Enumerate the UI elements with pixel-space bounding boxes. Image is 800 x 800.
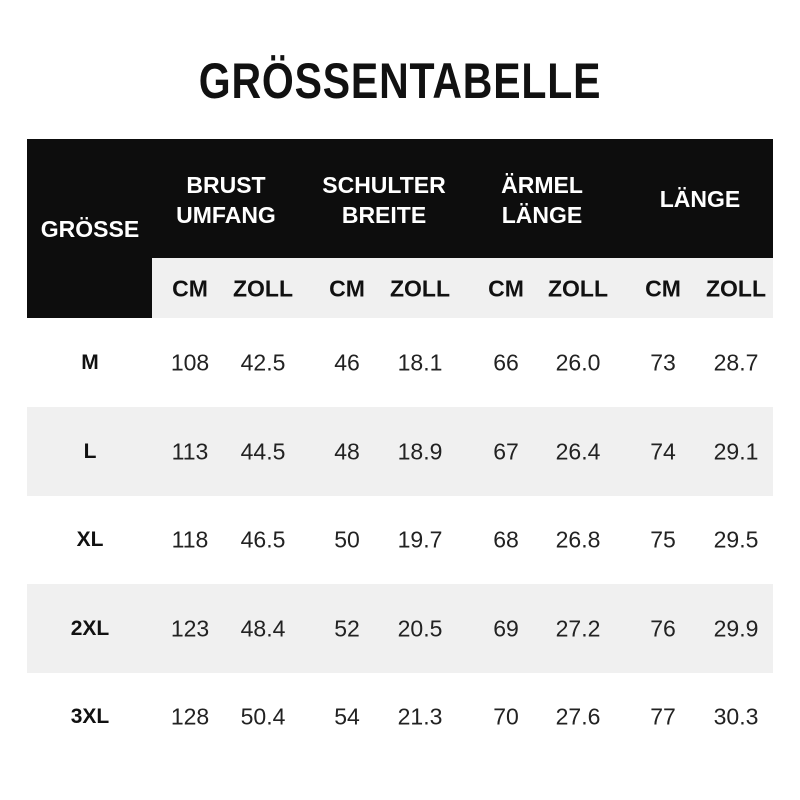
- table-cell: 27.6: [555, 703, 601, 730]
- table-cell: 19.7: [397, 526, 443, 553]
- unit-header: ZOLL: [389, 275, 451, 302]
- table-cell: 20.5: [397, 615, 443, 641]
- table-cell: 67: [493, 438, 519, 464]
- table-cell: 42.5: [240, 349, 286, 376]
- table-cell: 26.0: [555, 349, 601, 376]
- table-cell: 75: [650, 526, 676, 553]
- column-group-header: BRUST: [186, 172, 266, 198]
- unit-header: CM: [329, 275, 365, 302]
- table-cell: 69: [493, 615, 519, 641]
- unit-header: CM: [488, 275, 524, 302]
- table-row: [27, 583, 773, 673]
- table-cell: 46.5: [240, 526, 286, 553]
- unit-header: ZOLL: [232, 275, 294, 302]
- column-group-header: SCHULTER: [322, 172, 446, 198]
- table-cell: 73: [650, 349, 676, 376]
- table-cell: 66: [493, 349, 519, 376]
- table-cell: 29.1: [713, 438, 759, 464]
- size-label: M: [81, 351, 99, 374]
- size-column-header: GRÖSSE: [40, 216, 140, 242]
- table-cell: 30.3: [713, 703, 759, 730]
- column-group-header: ÄRMEL: [501, 172, 583, 198]
- table-cell: 27.2: [555, 615, 601, 641]
- unit-header: CM: [172, 275, 208, 302]
- unit-header: CM: [645, 275, 681, 302]
- table-cell: 52: [334, 615, 360, 641]
- table-cell: 29.9: [713, 615, 759, 641]
- unit-header-row: [152, 258, 773, 318]
- table-cell: 48.4: [240, 615, 286, 641]
- table-row: [27, 406, 773, 496]
- table-cell: 28.7: [713, 349, 759, 376]
- table-cell: 108: [170, 349, 210, 376]
- table-cell: 21.3: [397, 703, 443, 730]
- page-title: GRÖSSENTABELLE: [198, 53, 602, 109]
- table-cell: 48: [334, 438, 360, 464]
- table-cell: 128: [170, 703, 210, 730]
- size-label: XL: [76, 528, 104, 551]
- size-label: 2XL: [70, 616, 110, 640]
- table-cell: 74: [650, 438, 676, 464]
- unit-header: ZOLL: [547, 275, 609, 302]
- table-cell: 76: [650, 615, 676, 641]
- column-group-header: LÄNGE: [659, 186, 741, 212]
- table-cell: 54: [334, 703, 360, 730]
- table-cell: 26.4: [555, 438, 601, 464]
- size-label: L: [83, 439, 97, 463]
- column-group-header: UMFANG: [176, 202, 276, 228]
- column-group-header: LÄNGE: [501, 202, 583, 228]
- table-cell: 26.8: [555, 526, 601, 553]
- unit-header: ZOLL: [705, 275, 767, 302]
- table-cell: 68: [493, 526, 519, 553]
- size-label: 3XL: [70, 705, 110, 728]
- table-cell: 44.5: [240, 438, 286, 464]
- table-cell: 50.4: [240, 703, 286, 730]
- table-cell: 46: [334, 349, 360, 376]
- table-cell: 70: [493, 703, 519, 730]
- table-cell: 77: [650, 703, 676, 730]
- table-cell: 50: [334, 526, 360, 553]
- table-cell: 29.5: [713, 526, 759, 553]
- table-cell: 118: [171, 526, 209, 553]
- table-cell: 123: [170, 615, 210, 641]
- table-cell: 18.1: [397, 349, 443, 376]
- table-cell: 18.9: [397, 438, 443, 464]
- column-group-header: BREITE: [341, 202, 427, 228]
- table-cell: 113: [171, 438, 209, 464]
